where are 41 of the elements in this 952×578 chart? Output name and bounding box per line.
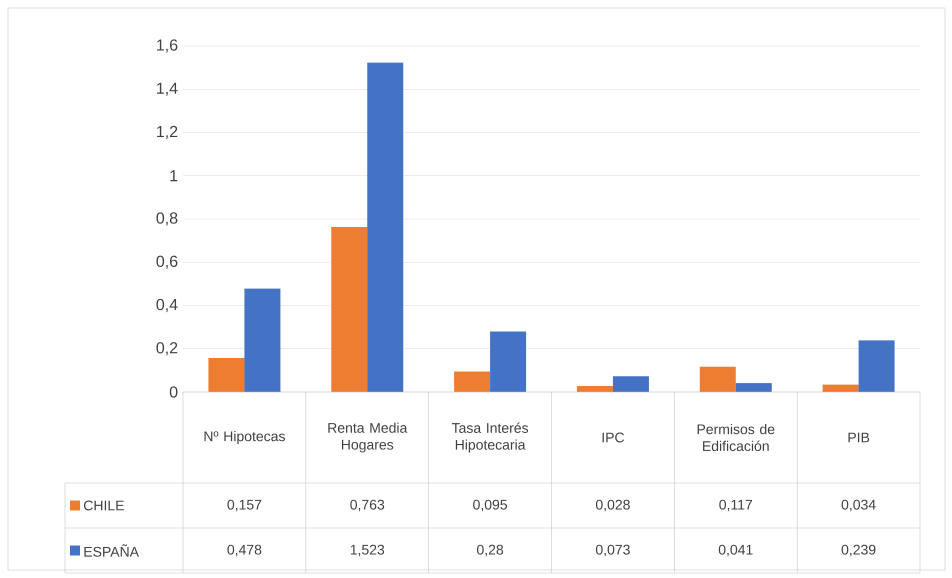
y-tick-label: 1,6 <box>157 39 178 53</box>
x-tick-label: Nº Hipotecas <box>204 430 285 444</box>
y-tick-label: 1 <box>170 170 178 182</box>
bar <box>244 288 280 392</box>
bar <box>822 384 859 392</box>
bar <box>858 340 895 392</box>
y-tick-label: 0,6 <box>156 256 178 269</box>
data-label: 0,117 <box>719 500 752 512</box>
x-tick-label: IPC <box>602 432 624 442</box>
data-label: 0,239 <box>842 544 876 556</box>
data-label: 0,763 <box>350 500 384 512</box>
y-tick-label: 0,8 <box>156 212 178 226</box>
y-tick-label: 0 <box>170 386 178 398</box>
bar <box>208 358 244 392</box>
y-tick-label: 0,2 <box>156 342 178 356</box>
y-tick-label: 1,4 <box>157 82 178 96</box>
bar <box>612 376 649 392</box>
bar <box>700 366 736 392</box>
x-tick-label: Permisos de Edificación <box>698 424 774 452</box>
bar <box>490 331 526 392</box>
y-tick-label: 0,4 <box>156 298 178 312</box>
y-tick-label: 1,2 <box>157 126 178 140</box>
bar <box>331 227 368 392</box>
legend-label: ESPAÑA <box>84 544 139 557</box>
x-tick-label: Renta Media Hogares <box>328 422 408 452</box>
data-label: 0,095 <box>473 500 508 512</box>
data-label: 0,034 <box>842 500 876 512</box>
bar <box>454 371 490 392</box>
data-label: 0,041 <box>718 544 753 556</box>
bar <box>576 386 613 392</box>
x-tick-label: Tasa Interés Hipotecaria <box>452 422 528 452</box>
bar <box>367 62 404 392</box>
data-label: 0,028 <box>596 500 630 512</box>
x-tick-label: PIB <box>848 432 870 442</box>
bar <box>736 383 772 392</box>
data-label: 1,523 <box>350 544 384 556</box>
data-label: 0,478 <box>227 544 262 556</box>
data-label: 0,157 <box>227 500 262 512</box>
data-label: 0,28 <box>477 544 504 556</box>
legend-label: CHILE <box>84 500 124 510</box>
data-label: 0,073 <box>596 544 630 556</box>
